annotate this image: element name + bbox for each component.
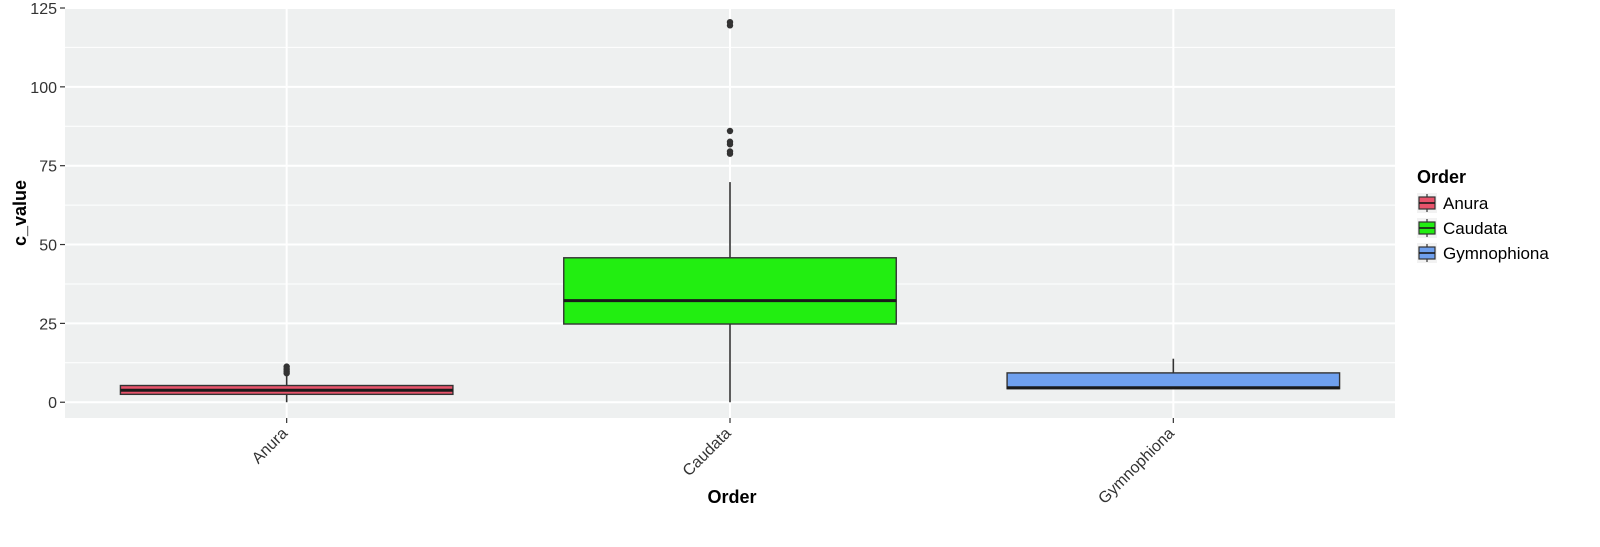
outlier-point: [283, 363, 290, 370]
legend-label: Anura: [1443, 194, 1489, 213]
outlier-point: [726, 138, 734, 145]
outlier-point: [726, 18, 734, 26]
y-tick-label: 0: [48, 395, 57, 412]
y-tick-label: 100: [30, 80, 57, 97]
box-anura: [119, 363, 454, 403]
legend-label: Gymnophiona: [1443, 244, 1549, 263]
x-tick-label: Gymnophiona: [1095, 425, 1178, 508]
outlier-point: [726, 148, 734, 155]
legend-item-anura: Anura: [1417, 193, 1489, 213]
y-axis-title: c_value: [10, 180, 30, 246]
legend-title: Order: [1417, 167, 1466, 187]
y-axis: 0 25 50 75 100 125: [30, 1, 65, 412]
x-tick-label: Anura: [249, 425, 291, 467]
x-axis-title: Order: [707, 487, 756, 507]
iqr-box: [563, 257, 897, 325]
box-gymnophiona: [1006, 358, 1341, 390]
y-tick-label: 75: [39, 159, 57, 176]
x-tick-label: Caudata: [680, 425, 735, 480]
legend: Order Anura Caudata Gymnophiona: [1417, 167, 1549, 263]
y-tick-label: 125: [30, 1, 57, 18]
outlier-point: [726, 127, 734, 135]
legend-item-caudata: Caudata: [1417, 218, 1508, 238]
boxes: [119, 18, 1341, 403]
box-caudata: [563, 18, 897, 403]
legend-label: Caudata: [1443, 219, 1508, 238]
y-tick-label: 50: [39, 238, 57, 255]
legend-item-gymnophiona: Gymnophiona: [1417, 243, 1549, 263]
y-tick-label: 25: [39, 316, 57, 333]
